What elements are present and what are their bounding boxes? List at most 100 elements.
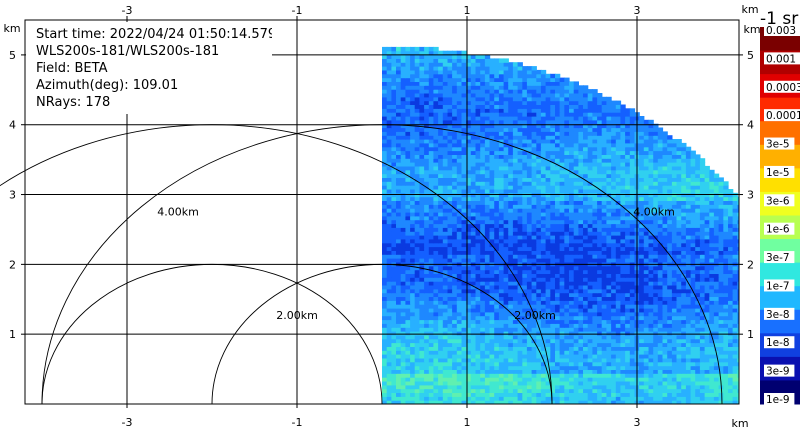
sector-cell bbox=[583, 246, 589, 251]
sector-cell bbox=[639, 357, 645, 363]
sector-cell bbox=[643, 319, 650, 324]
sector-cell bbox=[583, 342, 589, 347]
sector-cell bbox=[643, 273, 650, 278]
sector-cell bbox=[526, 308, 533, 313]
sector-cell bbox=[503, 258, 509, 263]
sector-cell bbox=[466, 338, 472, 344]
sector-cell bbox=[709, 350, 715, 355]
sector-cell bbox=[512, 285, 519, 290]
sector-cell bbox=[737, 384, 739, 390]
sector-cell bbox=[728, 300, 734, 305]
sector-cell bbox=[433, 392, 439, 397]
sector-cell bbox=[718, 238, 724, 244]
sector-cell bbox=[540, 377, 547, 382]
sector-cell bbox=[391, 342, 397, 347]
sector-cell bbox=[456, 250, 463, 255]
sector-cell bbox=[540, 269, 547, 274]
sector-cell bbox=[685, 246, 692, 251]
sector-cell bbox=[466, 189, 472, 194]
sector-cell bbox=[704, 311, 710, 317]
sector-cell bbox=[671, 185, 678, 190]
sector-cell bbox=[728, 231, 734, 236]
sector-cell bbox=[728, 296, 734, 301]
sector-cell bbox=[428, 231, 435, 236]
sector-cell bbox=[667, 300, 673, 305]
sector-cell bbox=[751, 293, 756, 297]
sector-cell bbox=[747, 346, 752, 350]
sector-cell bbox=[428, 342, 435, 347]
sector-cell bbox=[550, 250, 556, 255]
sector-cell bbox=[699, 300, 706, 305]
sector-cell bbox=[442, 200, 449, 205]
sector-cell bbox=[671, 354, 678, 359]
sector-cell bbox=[386, 285, 392, 290]
sector-cell bbox=[545, 323, 551, 328]
sector-cell bbox=[489, 189, 495, 194]
sector-cell bbox=[424, 350, 430, 355]
sector-cell bbox=[382, 377, 388, 382]
sector-cell bbox=[606, 331, 612, 336]
sector-cell bbox=[690, 258, 696, 263]
sector-cell bbox=[550, 373, 556, 378]
sector-cell bbox=[545, 396, 551, 401]
sector-cell bbox=[419, 331, 425, 336]
sector-cell bbox=[555, 269, 561, 274]
sector-cell bbox=[555, 323, 561, 328]
sector-cell bbox=[578, 388, 584, 393]
sector-cell bbox=[573, 296, 579, 301]
sector-cell bbox=[503, 235, 509, 240]
sector-cell bbox=[653, 196, 659, 201]
sector-cell bbox=[447, 200, 453, 205]
sector-cell bbox=[512, 200, 519, 205]
sector-cell bbox=[639, 327, 645, 332]
sector-cell bbox=[573, 311, 579, 317]
sector-cell bbox=[723, 308, 729, 313]
sector-cell bbox=[503, 265, 509, 271]
sector-cell bbox=[550, 400, 556, 404]
sector-cell bbox=[540, 342, 547, 347]
sector-cell bbox=[648, 323, 654, 328]
sector-cell bbox=[606, 242, 612, 248]
sector-cell bbox=[643, 377, 650, 382]
sector-cell bbox=[414, 238, 420, 244]
sector-cell bbox=[578, 258, 584, 263]
sector-cell bbox=[685, 300, 692, 305]
sector-cell bbox=[747, 208, 752, 212]
sector-cell bbox=[737, 273, 739, 278]
sector-cell bbox=[737, 235, 739, 240]
sector-cell bbox=[751, 312, 756, 316]
sector-cell bbox=[475, 242, 481, 248]
sector-cell bbox=[657, 338, 664, 344]
sector-cell bbox=[386, 396, 392, 401]
sector-cell bbox=[643, 238, 650, 244]
sector-cell bbox=[709, 331, 715, 336]
sector-cell bbox=[508, 354, 514, 359]
sector-cell bbox=[639, 350, 645, 355]
sector-cell bbox=[629, 250, 636, 255]
sector-cell bbox=[438, 334, 444, 340]
sector-cell bbox=[742, 297, 747, 301]
sector-cell bbox=[751, 216, 756, 220]
sector-cell bbox=[629, 242, 636, 248]
sector-cell bbox=[639, 235, 645, 240]
sector-cell bbox=[559, 238, 565, 244]
sector-cell bbox=[620, 396, 626, 401]
sector-cell bbox=[494, 189, 500, 194]
sector-cell bbox=[400, 304, 406, 309]
sector-cell bbox=[583, 215, 589, 221]
sector-cell bbox=[751, 369, 756, 373]
sector-cell bbox=[512, 373, 519, 378]
sector-cell bbox=[569, 223, 575, 228]
sector-cell bbox=[587, 331, 593, 336]
sector-cell bbox=[723, 204, 729, 209]
sector-cell bbox=[382, 181, 388, 186]
sector-cell bbox=[540, 258, 547, 263]
sector-cell bbox=[400, 296, 406, 301]
sector-cell bbox=[386, 258, 392, 263]
sector-cell bbox=[419, 227, 425, 232]
sector-cell bbox=[452, 238, 458, 244]
sector-cell bbox=[587, 300, 593, 305]
sector-cell bbox=[648, 381, 654, 386]
sector-cell bbox=[503, 288, 509, 294]
sector-cell bbox=[503, 223, 509, 228]
